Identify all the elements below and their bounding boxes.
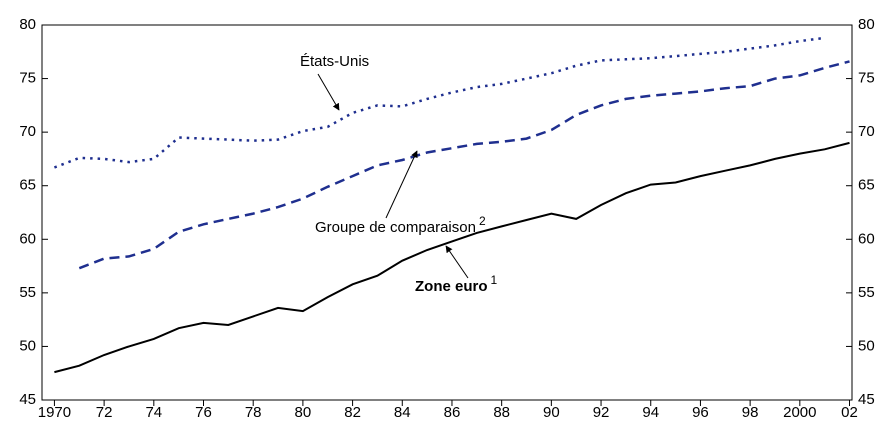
- x-tick-label: 82: [344, 404, 361, 421]
- annotation-arrow: [385, 150, 418, 219]
- x-tick-label: 98: [742, 404, 759, 421]
- series-line: [54, 141, 850, 374]
- x-tick-label: 2000: [783, 404, 816, 421]
- x-tick-label: 02: [841, 404, 858, 421]
- y-tick-label: 70: [19, 123, 36, 140]
- x-tick-label: 96: [692, 404, 709, 421]
- series-label-name: Zone euro: [415, 278, 488, 295]
- annotation-arrow: [445, 245, 469, 279]
- y2-tick-label: 80: [858, 16, 875, 33]
- annotation-arrow: [317, 73, 340, 111]
- series-line: [53, 36, 825, 169]
- series-label: États-Unis: [300, 53, 369, 70]
- x-tick-label: 80: [295, 404, 312, 421]
- x-tick-label: 90: [543, 404, 560, 421]
- y-tick-label: 75: [19, 70, 36, 87]
- series-label-name: Groupe de comparaison: [315, 219, 476, 236]
- y2-tick-label: 45: [858, 391, 875, 408]
- y2-tick-label: 75: [858, 70, 875, 87]
- y-tick-label: 45: [19, 391, 36, 408]
- y2-tick-label: 60: [858, 230, 875, 247]
- x-tick-label: 88: [493, 404, 510, 421]
- series-label: Zone euro 1: [415, 273, 498, 295]
- y-tick-label: 60: [19, 230, 36, 247]
- x-tick-label: 94: [642, 404, 659, 421]
- series-label: Groupe de comparaison 2: [315, 214, 486, 236]
- x-tick-label: 76: [195, 404, 212, 421]
- y2-tick-label: 55: [858, 284, 875, 301]
- y2-tick-label: 50: [858, 337, 875, 354]
- y2-tick-label: 70: [858, 123, 875, 140]
- y-tick-label: 80: [19, 16, 36, 33]
- x-tick-label: 92: [593, 404, 610, 421]
- series-label-note: 2: [479, 214, 486, 228]
- series-line: [78, 60, 850, 270]
- x-tick-label: 72: [96, 404, 113, 421]
- plot-frame: [41, 24, 853, 401]
- series-label-name: États-Unis: [300, 53, 369, 70]
- y-tick-label: 65: [19, 177, 36, 194]
- x-tick-label: 84: [394, 404, 411, 421]
- x-tick-label: 74: [145, 404, 162, 421]
- y2-tick-label: 65: [858, 177, 875, 194]
- y-tick-label: 50: [19, 337, 36, 354]
- x-tick-label: 78: [245, 404, 262, 421]
- series-label-note: 1: [491, 273, 498, 287]
- x-tick-label: 1970: [38, 404, 71, 421]
- x-tick-label: 86: [444, 404, 461, 421]
- y-tick-label: 55: [19, 284, 36, 301]
